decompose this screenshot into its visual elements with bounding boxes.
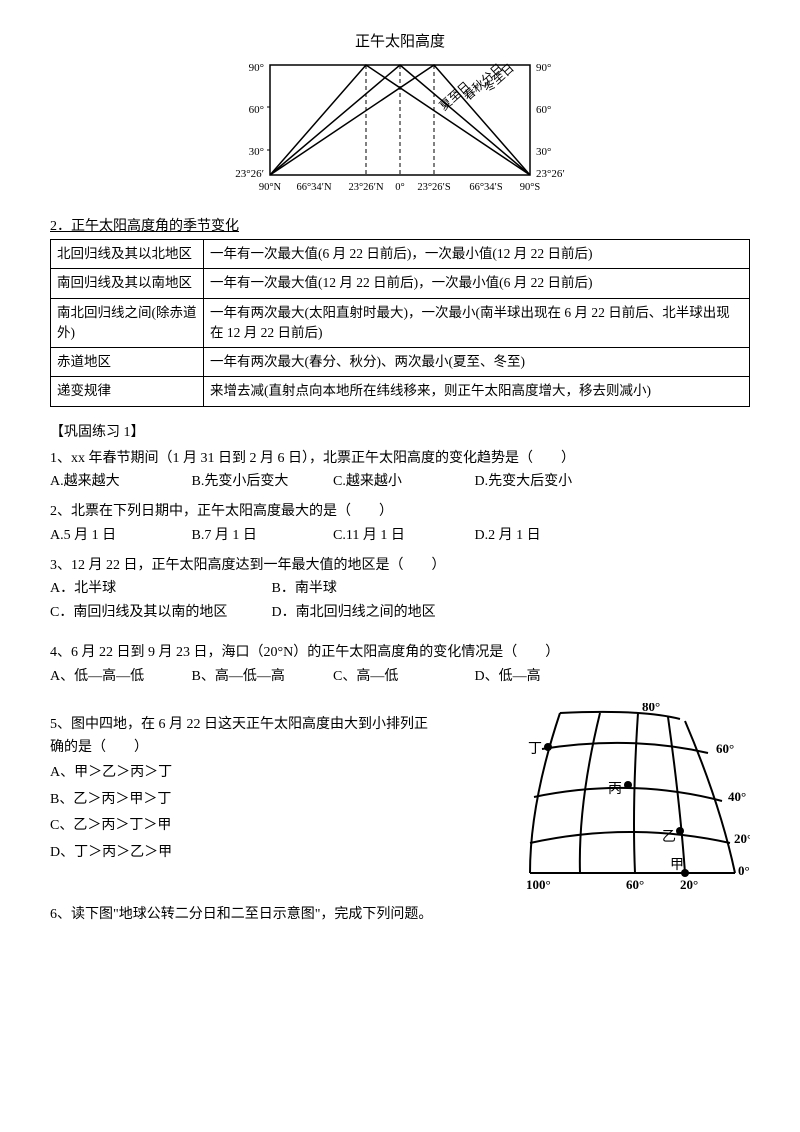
map-point: 甲 <box>670 858 684 873</box>
map-lon: 60° <box>626 877 644 892</box>
question-4: 4、6 月 22 日到 9 月 23 日，海口（20°N）的正午太阳高度角的变化… <box>50 641 750 689</box>
q-stem: 2、北票在下列日期中，正午太阳高度最大的是（ ） <box>50 500 750 524</box>
option: B、高—低—高 <box>192 665 312 689</box>
map-lat: 80° <box>642 703 660 714</box>
q5-globe-diagram: 80° 60° 40° 20° 0° 100° 60° 20° 丁 丙 乙 甲 <box>520 703 750 893</box>
option: D.2 月 1 日 <box>475 524 595 548</box>
option: A.越来越大 <box>50 470 170 494</box>
option: D、丁＞丙＞乙＞甲 <box>50 840 430 867</box>
row-label: 南北回归线之间(除赤道外) <box>51 298 204 348</box>
row-label: 南回归线及其以南地区 <box>51 269 204 298</box>
option: C.越来越小 <box>333 470 453 494</box>
chart-svg: 90° 60° 30° 23°26′ 90° 60° 30° 23°26′ 冬至… <box>220 55 580 205</box>
option: A．北半球 <box>50 577 250 601</box>
x-label: 0° <box>395 182 404 193</box>
option: A、甲＞乙＞丙＞丁 <box>50 760 430 787</box>
map-lat: 20° <box>734 831 750 846</box>
option: B．南半球 <box>272 577 472 601</box>
option: B、乙＞丙＞甲＞丁 <box>50 787 430 814</box>
option: D．南北回归线之间的地区 <box>272 601 472 625</box>
table-row: 南回归线及其以南地区一年有一次最大值(12 月 22 日前后)，一次最小值(6 … <box>51 269 750 298</box>
row-text: 一年有一次最大值(12 月 22 日前后)，一次最小值(6 月 22 日前后) <box>204 269 750 298</box>
x-label: 90°N <box>259 182 282 193</box>
seasonal-variation-table: 北回归线及其以北地区一年有一次最大值(6 月 22 日前后)，一次最小值(12 … <box>50 239 750 407</box>
map-lat: 60° <box>716 741 734 756</box>
option: C.11 月 1 日 <box>333 524 453 548</box>
map-lat: 0° <box>738 863 750 878</box>
option: D、低—高 <box>475 665 595 689</box>
question-5: 5、图中四地，在 6 月 22 日这天正午太阳高度由大到小排列正确的是（ ） A… <box>50 713 750 883</box>
q-stem: 1、xx 年春节期间（1 月 31 日到 2 月 6 日），北票正午太阳高度的变… <box>50 447 750 471</box>
question-1: 1、xx 年春节期间（1 月 31 日到 2 月 6 日），北票正午太阳高度的变… <box>50 447 750 495</box>
option: C．南回归线及其以南的地区 <box>50 601 250 625</box>
y-label-r: 60° <box>536 104 551 116</box>
option: D.先变大后变小 <box>475 470 595 494</box>
y-label-r: 30° <box>536 146 551 158</box>
question-3: 3、12 月 22 日，正午太阳高度达到一年最大值的地区是（ ） A．北半球 B… <box>50 554 750 625</box>
y-label-r: 23°26′ <box>536 168 565 180</box>
chart-title: 正午太阳高度 <box>220 30 580 51</box>
x-label: 23°26′N <box>348 182 383 193</box>
table-row: 递变规律来增去减(直射点向本地所在纬线移来，则正午太阳高度增大，移去则减小) <box>51 377 750 406</box>
row-text: 一年有两次最大(春分、秋分)、两次最小(夏至、冬至) <box>204 348 750 377</box>
question-6: 6、读下图"地球公转二分日和二至日示意图"，完成下列问题。 <box>50 903 750 927</box>
map-lon: 20° <box>680 877 698 892</box>
option: B.先变小后变大 <box>192 470 312 494</box>
option: A.5 月 1 日 <box>50 524 170 548</box>
question-2: 2、北票在下列日期中，正午太阳高度最大的是（ ） A.5 月 1 日 B.7 月… <box>50 500 750 548</box>
row-text: 一年有一次最大值(6 月 22 日前后)，一次最小值(12 月 22 日前后) <box>204 240 750 269</box>
row-label: 赤道地区 <box>51 348 204 377</box>
x-label: 23°26′S <box>417 182 450 193</box>
x-label: 90°S <box>520 182 541 193</box>
option: A、低—高—低 <box>50 665 170 689</box>
y-label: 30° <box>249 146 264 158</box>
map-lon: 100° <box>526 877 551 892</box>
map-point: 丁 <box>528 742 542 757</box>
q-stem: 4、6 月 22 日到 9 月 23 日，海口（20°N）的正午太阳高度角的变化… <box>50 641 750 665</box>
row-label: 北回归线及其以北地区 <box>51 240 204 269</box>
row-text: 来增去减(直射点向本地所在纬线移来，则正午太阳高度增大，移去则减小) <box>204 377 750 406</box>
x-label: 66°34′S <box>469 182 502 193</box>
map-lat: 40° <box>728 789 746 804</box>
y-label: 23°26′ <box>235 168 264 180</box>
map-point: 丙 <box>608 782 622 797</box>
practice-heading: 【巩固练习 1】 <box>50 421 750 441</box>
map-point: 乙 <box>662 829 676 845</box>
row-label: 递变规律 <box>51 377 204 406</box>
table-row: 南北回归线之间(除赤道外)一年有两次最大(太阳直射时最大)，一次最小(南半球出现… <box>51 298 750 348</box>
table-row: 赤道地区一年有两次最大(春分、秋分)、两次最小(夏至、冬至) <box>51 348 750 377</box>
q-stem: 3、12 月 22 日，正午太阳高度达到一年最大值的地区是（ ） <box>50 554 750 578</box>
option: C、乙＞丙＞丁＞甲 <box>50 813 430 840</box>
section-heading: 2．正午太阳高度角的季节变化 <box>50 215 750 235</box>
x-label: 66°34′N <box>296 182 331 193</box>
table-row: 北回归线及其以北地区一年有一次最大值(6 月 22 日前后)，一次最小值(12 … <box>51 240 750 269</box>
noon-sun-altitude-chart: 正午太阳高度 90° 60° 30° 23°26′ 90° 60° 30° 23… <box>220 30 580 205</box>
y-label: 60° <box>249 104 264 116</box>
option: C、高—低 <box>333 665 453 689</box>
q-stem: 6、读下图"地球公转二分日和二至日示意图"，完成下列问题。 <box>50 903 750 927</box>
y-label-r: 90° <box>536 62 551 74</box>
q-stem: 5、图中四地，在 6 月 22 日这天正午太阳高度由大到小排列正确的是（ ） <box>50 713 430 761</box>
y-label: 90° <box>249 62 264 74</box>
row-text: 一年有两次最大(太阳直射时最大)，一次最小(南半球出现在 6 月 22 日前后、… <box>204 298 750 348</box>
option: B.7 月 1 日 <box>192 524 312 548</box>
